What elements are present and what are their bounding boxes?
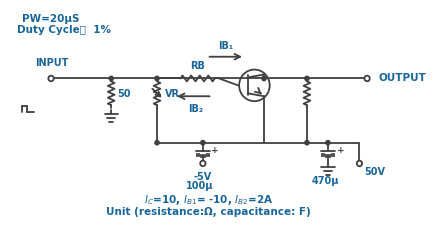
Text: VR: VR bbox=[164, 89, 179, 99]
Circle shape bbox=[109, 76, 113, 81]
Text: Unit (resistance:Ω, capacitance: F): Unit (resistance:Ω, capacitance: F) bbox=[106, 207, 310, 217]
Text: RB: RB bbox=[190, 61, 204, 71]
Text: Duty Cycle：  1%: Duty Cycle： 1% bbox=[16, 25, 110, 35]
Text: IB₁: IB₁ bbox=[218, 41, 233, 51]
Text: 50: 50 bbox=[117, 89, 130, 99]
Text: INPUT: INPUT bbox=[35, 58, 69, 68]
Circle shape bbox=[304, 140, 308, 145]
Circle shape bbox=[356, 161, 361, 166]
Circle shape bbox=[261, 76, 266, 81]
Text: -5V: -5V bbox=[193, 172, 211, 182]
Text: 50V: 50V bbox=[363, 167, 385, 177]
Circle shape bbox=[304, 76, 308, 81]
Text: +: + bbox=[336, 146, 343, 155]
Circle shape bbox=[155, 140, 159, 145]
Circle shape bbox=[364, 76, 369, 81]
Text: 470μ: 470μ bbox=[311, 176, 338, 186]
Circle shape bbox=[325, 140, 329, 145]
Text: PW=20μS: PW=20μS bbox=[22, 14, 80, 24]
Circle shape bbox=[155, 76, 159, 81]
Text: 100μ: 100μ bbox=[186, 181, 213, 191]
Circle shape bbox=[48, 76, 53, 81]
Circle shape bbox=[201, 140, 204, 145]
Text: +: + bbox=[211, 146, 219, 155]
Text: OUTPUT: OUTPUT bbox=[378, 73, 425, 83]
Text: $I_C$=10, $I_{B1}$= -10, $I_{B2}$=2A: $I_C$=10, $I_{B1}$= -10, $I_{B2}$=2A bbox=[144, 193, 273, 207]
Circle shape bbox=[200, 161, 205, 166]
Text: IB₂: IB₂ bbox=[187, 104, 202, 114]
